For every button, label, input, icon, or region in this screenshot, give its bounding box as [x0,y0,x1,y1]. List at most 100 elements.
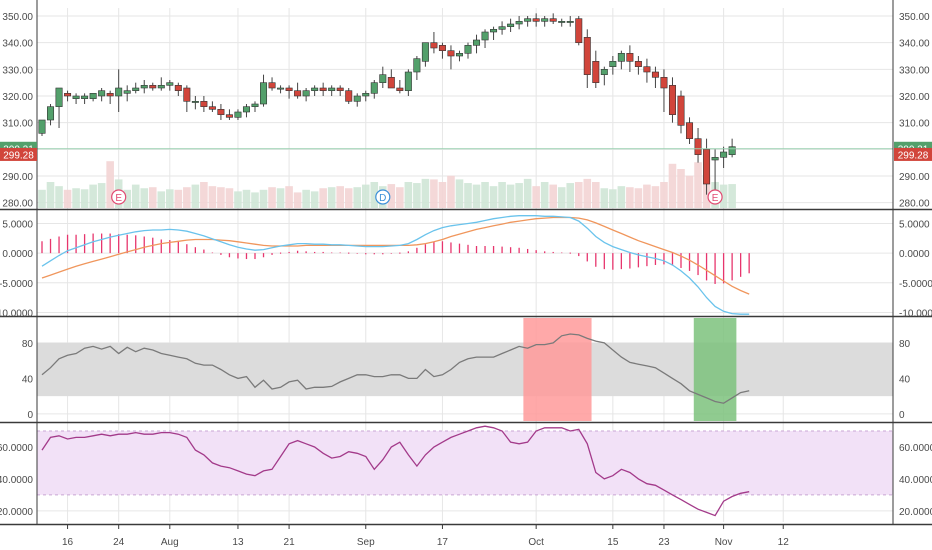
event-marker-circle[interactable] [111,189,127,205]
candle-body[interactable] [166,82,174,86]
candle-body[interactable] [677,95,685,126]
candle-body[interactable] [140,85,148,89]
candle-body[interactable] [302,90,310,97]
candle-body[interactable] [592,61,600,83]
candle-body[interactable] [609,61,617,67]
candle-body[interactable] [89,93,97,99]
candle-body[interactable] [490,29,498,33]
macd-panel[interactable] [41,215,750,315]
candle-body[interactable] [600,69,608,75]
candle-body[interactable] [225,114,233,118]
candle-body[interactable] [208,106,216,110]
candle-body[interactable] [421,42,429,62]
candle-body[interactable] [115,87,123,97]
candle-body[interactable] [149,85,157,89]
candle-body[interactable] [524,18,532,22]
candle-body[interactable] [183,87,191,102]
volume-bar [251,192,259,208]
candle-body[interactable] [379,74,387,83]
candle-body[interactable] [234,111,242,118]
candle-body[interactable] [191,101,199,103]
candle-body[interactable] [430,42,438,49]
candle-body[interactable] [157,85,165,89]
candle-body[interactable] [132,87,140,91]
volume-bar [344,188,353,208]
volume-bar [651,186,660,208]
candle-body[interactable] [328,87,336,91]
candle-body[interactable] [336,87,344,91]
candle-body[interactable] [464,45,472,54]
candle-body[interactable] [507,23,515,27]
candle-body[interactable] [174,85,182,91]
candle-body[interactable] [566,21,574,23]
candle-body[interactable] [686,122,694,139]
volume-bar [728,184,736,208]
candle-body[interactable] [387,77,395,89]
candle-body[interactable] [217,109,225,115]
candle-body[interactable] [38,119,46,134]
candle-body[interactable] [558,21,566,23]
candle-body[interactable] [668,85,676,115]
candle-body[interactable] [404,71,412,91]
candle-body[interactable] [72,95,80,99]
stochastic-band [37,342,893,397]
candle-body[interactable] [123,90,131,94]
candle-body[interactable] [438,45,446,51]
price-candles[interactable] [37,13,893,195]
stochastic-panel[interactable] [37,318,893,421]
event-marker-label: E [115,193,122,204]
candle-body[interactable] [720,151,728,158]
candle-body[interactable] [515,21,523,25]
candle-body[interactable] [260,82,268,105]
candle-body[interactable] [396,87,404,91]
candle-body[interactable] [455,53,463,57]
candle-body[interactable] [268,82,276,89]
candle-body[interactable] [251,103,259,107]
candle-body[interactable] [370,82,378,94]
candle-body[interactable] [277,87,285,90]
candle-body[interactable] [626,53,634,62]
candle-body[interactable] [660,77,668,89]
candle-body[interactable] [319,87,327,91]
candle-body[interactable] [55,87,63,107]
candle-body[interactable] [285,87,293,91]
candle-body[interactable] [575,18,583,43]
candle-body[interactable] [532,18,540,22]
candle-body[interactable] [447,50,455,57]
candle-body[interactable] [703,149,711,185]
candle-body[interactable] [634,61,642,67]
candle-body[interactable] [242,106,250,113]
candle-body[interactable] [81,95,89,99]
candle-body[interactable] [711,157,719,161]
candle-body[interactable] [473,39,481,46]
candle-body[interactable] [47,106,55,121]
candle-body[interactable] [345,90,353,102]
event-marker-circle[interactable] [375,189,391,205]
candle-body[interactable] [481,31,489,41]
volume-bar [361,184,370,208]
candle-body[interactable] [651,71,659,78]
volume-bar [540,182,549,208]
candle-body[interactable] [362,93,370,97]
candle-body[interactable] [294,90,302,97]
candle-body[interactable] [728,146,736,155]
candle-body[interactable] [643,66,651,73]
candle-body[interactable] [200,101,208,107]
candle-body[interactable] [694,138,702,155]
rsi-panel[interactable] [37,425,893,517]
candle-body[interactable] [549,18,557,22]
candle-body[interactable] [583,37,591,75]
event-marker-circle[interactable] [707,189,723,205]
candle-body[interactable] [353,95,361,102]
candle-body[interactable] [64,93,72,97]
candle-body[interactable] [98,90,106,97]
candle-body[interactable] [541,18,549,22]
candle-body[interactable] [413,58,421,73]
candle-body[interactable] [617,53,625,62]
candle-body[interactable] [106,93,114,97]
candle-body[interactable] [311,87,319,91]
candle-body[interactable] [498,26,506,30]
